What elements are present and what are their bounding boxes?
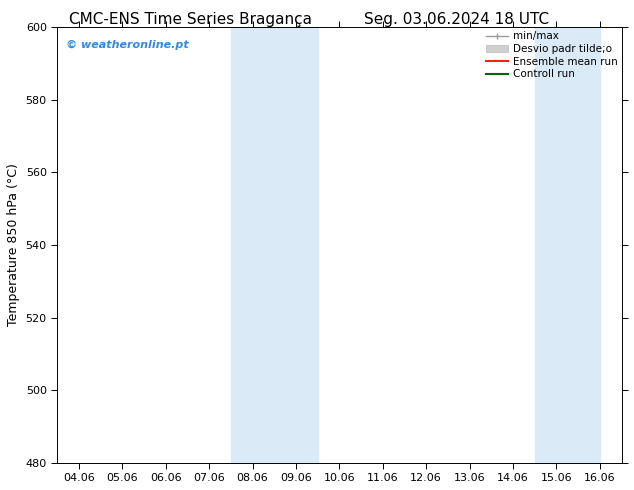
- Bar: [231, 27, 318, 463]
- Text: Seg. 03.06.2024 18 UTC: Seg. 03.06.2024 18 UTC: [364, 12, 549, 27]
- Y-axis label: Temperature 850 hPa (°C): Temperature 850 hPa (°C): [7, 164, 20, 326]
- Text: CMC-ENS Time Series Bragança: CMC-ENS Time Series Bragança: [68, 12, 312, 27]
- Bar: [534, 27, 600, 463]
- Text: © weatheronline.pt: © weatheronline.pt: [66, 40, 188, 50]
- Legend: min/max, Desvio padr tilde;o, Ensemble mean run, Controll run: min/max, Desvio padr tilde;o, Ensemble m…: [484, 30, 618, 80]
